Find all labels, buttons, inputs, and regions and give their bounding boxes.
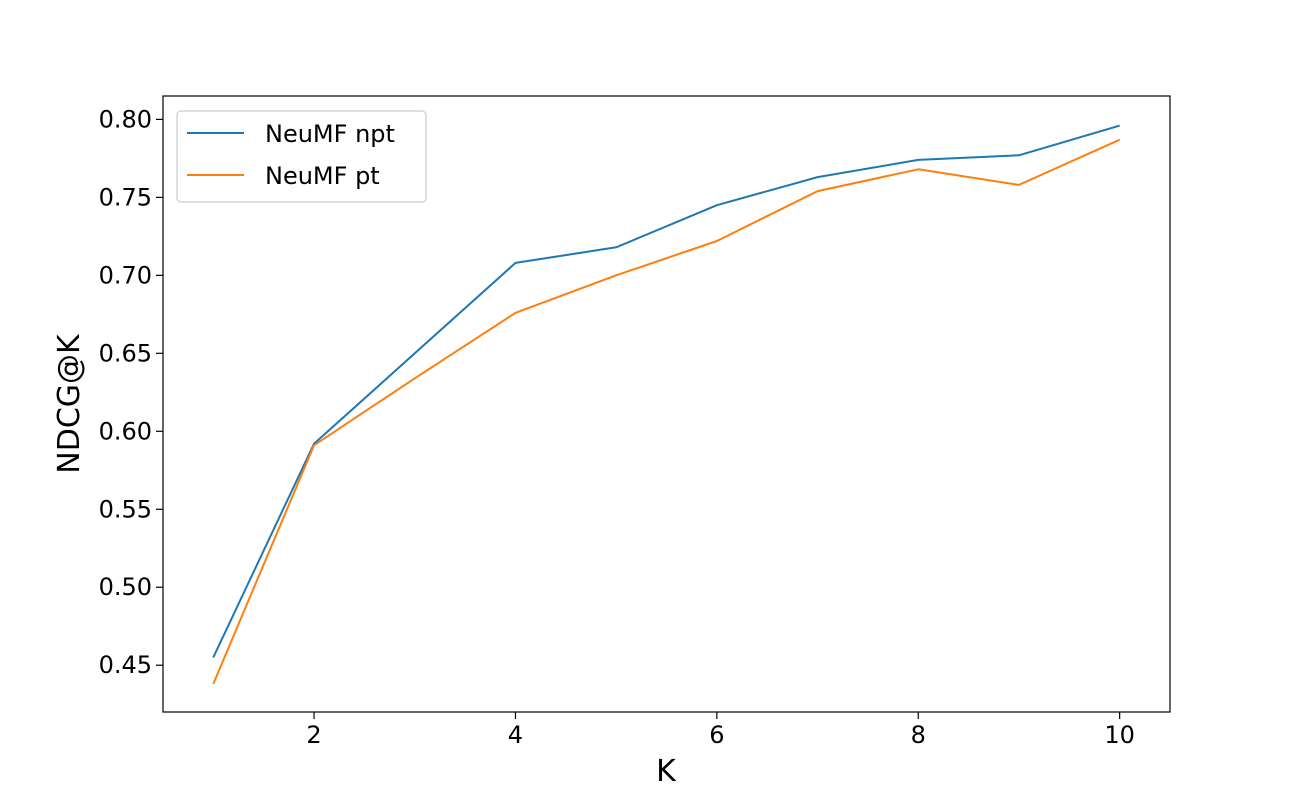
y-tick-label: 0.50	[99, 573, 152, 601]
legend-label-1: NeuMF npt	[265, 120, 395, 148]
legend-entries: NeuMF npt NeuMF pt	[187, 120, 395, 190]
y-tick-label: 0.45	[99, 651, 152, 679]
x-tick-label: 4	[508, 721, 523, 749]
series-line-1	[212, 124, 1120, 658]
x-tick-label: 6	[709, 721, 724, 749]
series-line-2	[212, 138, 1121, 685]
y-tick-label: 0.80	[99, 105, 152, 133]
y-axis-ticks: 0.45 0.50 0.55 0.60 0.65 0.70 0.75 0.80	[99, 105, 163, 679]
series-lines	[212, 124, 1121, 685]
plot-frame	[162, 95, 1171, 713]
x-axis-label: K	[656, 754, 677, 789]
y-tick-label: 0.70	[99, 261, 152, 289]
y-tick-label: 0.75	[99, 183, 152, 211]
x-tick-label: 10	[1104, 721, 1135, 749]
x-tick-label: 8	[911, 721, 926, 749]
y-tick-label: 0.55	[99, 495, 152, 523]
x-axis-ticks: 2 4 6 8 10	[306, 712, 1135, 749]
x-tick-label: 2	[306, 721, 321, 749]
y-axis-label: NDCG@K	[52, 333, 87, 474]
legend-label-2: NeuMF pt	[265, 162, 380, 190]
y-tick-label: 0.60	[99, 417, 152, 445]
y-tick-label: 0.65	[99, 339, 152, 367]
legend: NeuMF npt NeuMF pt	[176, 110, 427, 203]
